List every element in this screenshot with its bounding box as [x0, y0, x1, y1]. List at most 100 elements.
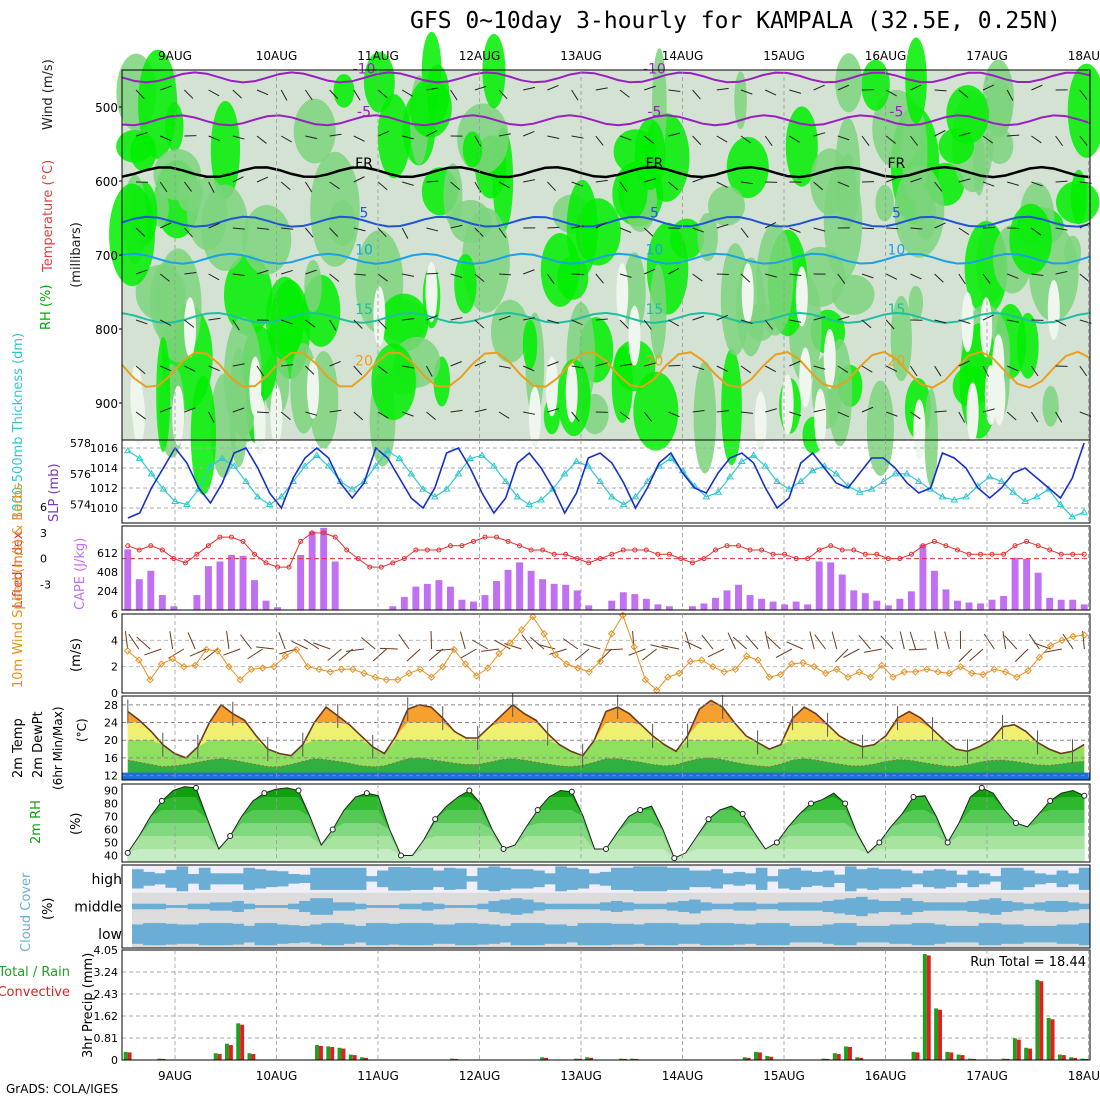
cloud-cover-bar [611, 923, 623, 945]
cloud-cover-bar [956, 902, 968, 911]
rh-contour-fill [1067, 63, 1100, 158]
wind-speed-point [292, 645, 301, 654]
cloud-cover-bar [410, 923, 423, 946]
wind-barb [377, 411, 389, 419]
cloud-cover-bar [744, 902, 757, 911]
wind-barb [305, 411, 318, 416]
rh-tick-label: 70 [104, 811, 118, 824]
wind-barb [523, 269, 535, 275]
cloud-row-label: high [91, 872, 122, 888]
cape-bar [1011, 557, 1019, 610]
wind-barb-10m [661, 645, 680, 650]
temp-tick-label: 12 [104, 770, 118, 783]
rh-contour-fill [835, 53, 863, 113]
wind-barb [764, 319, 774, 330]
cloud-cover-bar [365, 905, 378, 908]
thickness-tick-label: 576 [70, 468, 91, 481]
wind-barb [910, 177, 922, 183]
thickness-point [159, 485, 168, 492]
cloud-cover-bar [911, 900, 924, 913]
lifted-index-point [724, 543, 730, 549]
wind-barb [692, 273, 703, 282]
precip-total-bar [450, 1058, 455, 1060]
cloud-cover-bar [1012, 924, 1024, 944]
precip-total-bar [1057, 1054, 1062, 1060]
wind-speed-point [1080, 631, 1089, 639]
wind-barb [885, 273, 898, 280]
precip-convective-bar [938, 1009, 942, 1060]
wind-barb [474, 85, 487, 91]
thickness-point [761, 462, 770, 469]
lifted-index-point [620, 547, 626, 553]
cloud-cover-bar [455, 868, 467, 890]
temp-legend-label: Temperature (°C) [41, 160, 56, 273]
wind-speed-point [990, 665, 999, 674]
wind-speed-point [889, 673, 897, 681]
wind-barb [305, 365, 315, 375]
wind-barb [232, 273, 245, 277]
wind-barb [547, 135, 560, 139]
wind-barb [1079, 411, 1092, 417]
wind-barb [304, 181, 313, 193]
cape-bar [1000, 596, 1008, 610]
wind-barb [426, 87, 439, 91]
cape-bar [423, 583, 431, 610]
lifted-index-point [1001, 551, 1007, 557]
wind-barb [523, 86, 536, 91]
wind-barb [523, 317, 536, 321]
wind-barb [789, 360, 801, 367]
rh-contour-fill [697, 212, 718, 262]
thickness-point [749, 451, 758, 458]
wind-barb [619, 89, 630, 98]
cloud-cover-bar [766, 923, 779, 946]
wind-barb [474, 227, 484, 237]
cloud-cover-bar [566, 925, 579, 943]
wind-barb [256, 269, 269, 275]
cloud-cover-bar [455, 923, 467, 946]
top-date-label: 16AUG [865, 49, 907, 63]
wind-barb [1031, 181, 1043, 187]
minmax-axis-label: (6hr Min/Max) [51, 707, 65, 791]
wind-speed-point [776, 670, 785, 679]
wind-tick-label: 2 [111, 661, 118, 674]
cape-bar [988, 599, 996, 610]
rh-dry-pocket [253, 394, 266, 455]
wind-barb [1007, 273, 1019, 279]
cloud-cover-bar [766, 903, 779, 910]
rh-point [807, 800, 814, 807]
cloud-cover-bar [1067, 924, 1080, 944]
wind-barb [644, 178, 656, 183]
cloud-cover-bar [343, 924, 356, 944]
lifted-index-point [574, 556, 580, 562]
wind-barb-10m [604, 648, 623, 651]
rh-dry-pocket [172, 385, 185, 446]
rh-dry-pocket [781, 374, 794, 435]
cloud-cover-bar [276, 871, 289, 887]
isotherm-label: -10 [643, 61, 666, 77]
wind-barb [377, 273, 388, 282]
lifted-index-point [505, 538, 511, 544]
wind-barb [861, 135, 870, 146]
lifted-index-point [390, 560, 396, 566]
wind-barb [982, 84, 995, 91]
wind-speed-point [878, 661, 886, 670]
cloud-cover-bar [856, 869, 868, 889]
wind-barb [377, 181, 388, 191]
wind-speed-point [968, 669, 976, 677]
lifted-index-point [839, 547, 845, 553]
wind-speed-point [911, 668, 920, 676]
rh-contour-fill [901, 102, 928, 202]
wind-speed-point [382, 676, 391, 684]
precip-convective-bar [228, 1045, 233, 1060]
lifted-index-point [989, 551, 995, 557]
rh-tick-label: 50 [104, 837, 118, 850]
wind-frame [121, 613, 1091, 694]
rh-dry-pocket [528, 386, 541, 447]
cape-bar [458, 599, 466, 610]
cloud-cover-bar [555, 924, 567, 944]
cloud-cover-bar [967, 900, 980, 913]
temp-tick-label: 16 [104, 752, 118, 765]
wind-barb-10m [642, 648, 657, 661]
chart-title: GFS 0~10day 3-hourly for KAMPALA (32.5E,… [410, 8, 1061, 34]
